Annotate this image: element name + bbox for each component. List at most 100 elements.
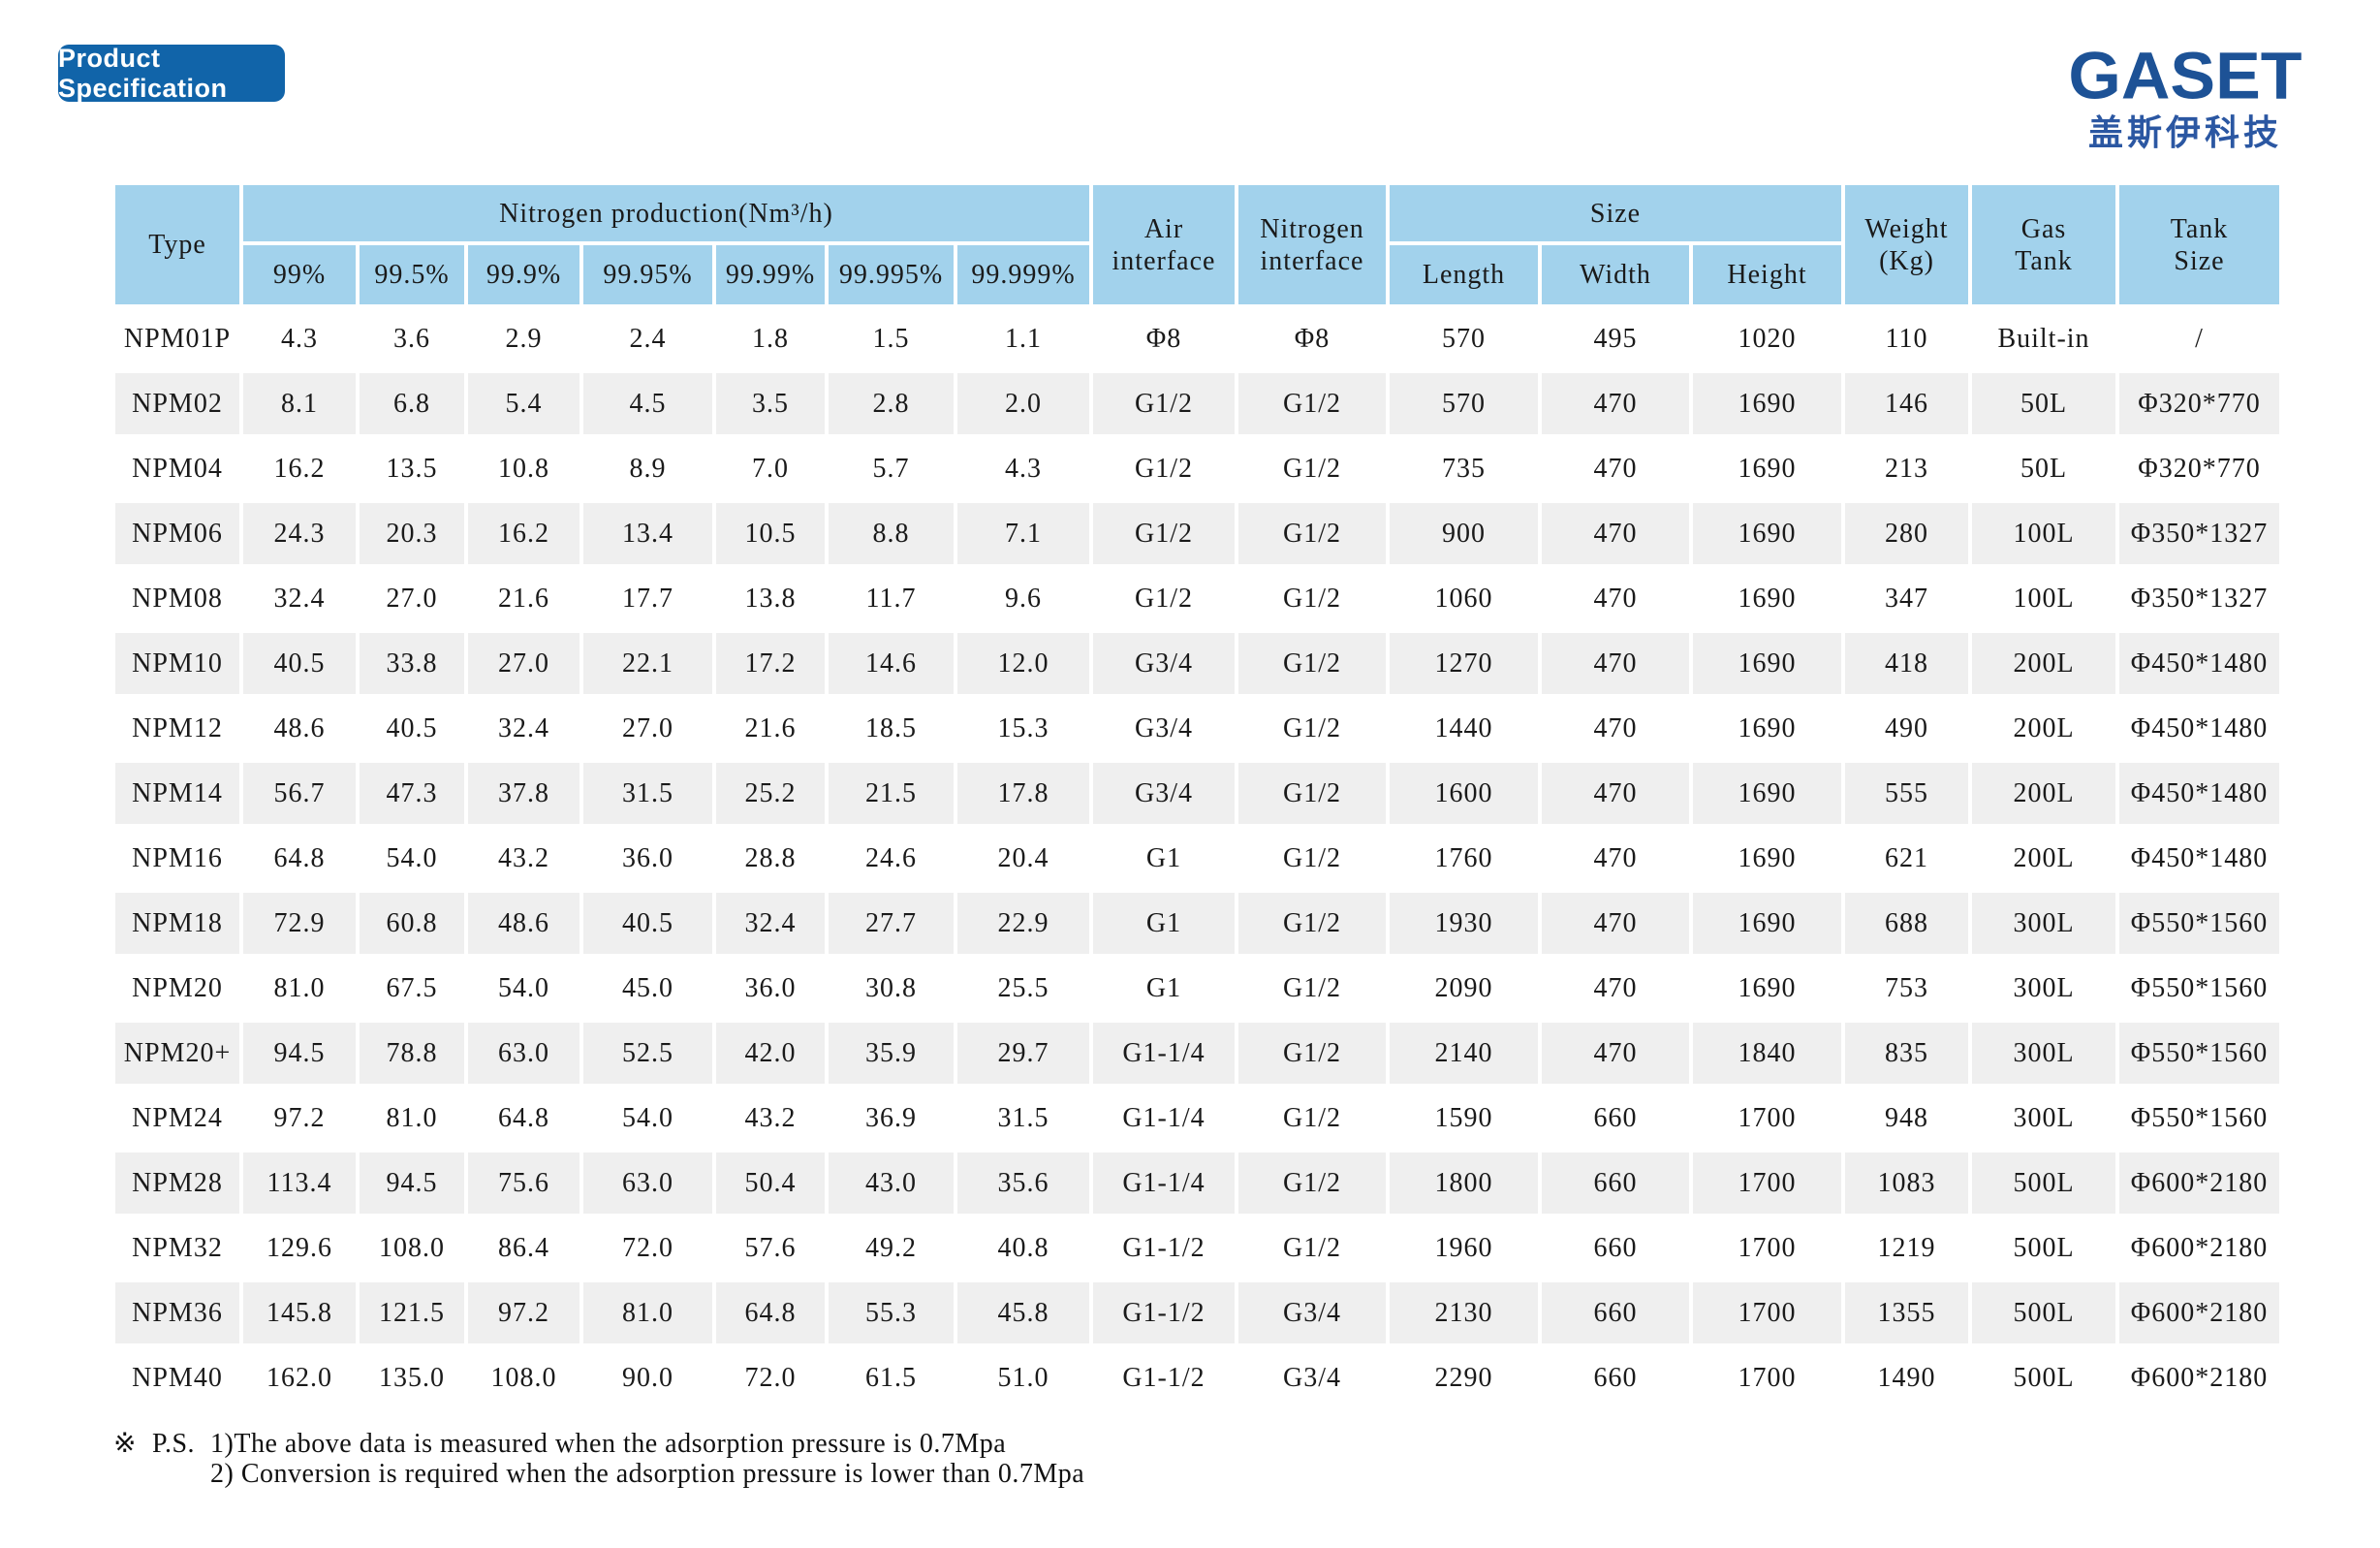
table-row: NPM28 113.4 94.5 75.6 63.0 50.4 43.0 35.6 G1-1/4… [115, 1153, 2279, 1214]
header-size-height: Height [1693, 245, 1841, 304]
cell-production-1: 54.0 [360, 828, 464, 889]
cell-production-3: 52.5 [583, 1023, 712, 1084]
cell-height: 1690 [1693, 893, 1841, 954]
cell-production-4: 42.0 [716, 1023, 825, 1084]
cell-production-2: 43.2 [468, 828, 579, 889]
cell-weight: 110 [1845, 308, 1968, 369]
cell-production-5: 11.7 [829, 568, 954, 629]
cell-tank-size: Φ550*1560 [2119, 958, 2279, 1019]
cell-type: NPM18 [115, 893, 239, 954]
cell-type: NPM02 [115, 373, 239, 434]
footnote-line-1: 1)The above data is measured when the ad… [210, 1429, 1007, 1459]
cell-production-6: 40.8 [957, 1217, 1089, 1279]
cell-height: 1700 [1693, 1153, 1841, 1214]
cell-production-4: 43.2 [716, 1088, 825, 1149]
cell-width: 470 [1542, 763, 1689, 824]
cell-production-6: 17.8 [957, 763, 1089, 824]
cell-air-interface: G1-1/2 [1093, 1217, 1235, 1279]
cell-gas-tank: 100L [1972, 503, 2115, 564]
cell-production-6: 9.6 [957, 568, 1089, 629]
cell-length: 1800 [1390, 1153, 1538, 1214]
cell-production-0: 16.2 [243, 438, 356, 499]
cell-width: 470 [1542, 568, 1689, 629]
cell-type: NPM24 [115, 1088, 239, 1149]
cell-width: 470 [1542, 503, 1689, 564]
cell-production-4: 28.8 [716, 828, 825, 889]
cell-production-1: 20.3 [360, 503, 464, 564]
cell-type: NPM36 [115, 1282, 239, 1343]
cell-tank-size: Φ320*770 [2119, 373, 2279, 434]
cell-weight: 280 [1845, 503, 1968, 564]
cell-production-1: 47.3 [360, 763, 464, 824]
header-nitrogen-interface: Nitrogen interface [1238, 185, 1386, 304]
cell-gas-tank: 500L [1972, 1282, 2115, 1343]
cell-nitrogen-interface: G1/2 [1238, 1023, 1386, 1084]
cell-height: 1020 [1693, 308, 1841, 369]
cell-production-3: 8.9 [583, 438, 712, 499]
cell-gas-tank: 300L [1972, 1088, 2115, 1149]
cell-production-5: 61.5 [829, 1347, 954, 1408]
cell-type: NPM10 [115, 633, 239, 694]
cell-tank-size: Φ550*1560 [2119, 1088, 2279, 1149]
cell-tank-size: Φ550*1560 [2119, 893, 2279, 954]
cell-type: NPM08 [115, 568, 239, 629]
cell-weight: 213 [1845, 438, 1968, 499]
cell-width: 470 [1542, 438, 1689, 499]
cell-nitrogen-interface: G1/2 [1238, 438, 1386, 499]
cell-production-0: 72.9 [243, 893, 356, 954]
cell-production-5: 24.6 [829, 828, 954, 889]
cell-production-4: 3.5 [716, 373, 825, 434]
cell-gas-tank: 300L [1972, 958, 2115, 1019]
table-row: NPM16 64.8 54.0 43.2 36.0 28.8 24.6 20.4 G1 G1/2 1… [115, 828, 2279, 889]
cell-nitrogen-interface: G3/4 [1238, 1282, 1386, 1343]
cell-width: 470 [1542, 698, 1689, 759]
table-row: NPM08 32.4 27.0 21.6 17.7 13.8 11.7 9.6 G1/2 G1/2… [115, 568, 2279, 629]
table-row: NPM40 162.0 135.0 108.0 90.0 72.0 61.5 51.0 G1-1… [115, 1347, 2279, 1408]
header-purity-2: 99.9% [468, 245, 579, 304]
cell-production-0: 40.5 [243, 633, 356, 694]
cell-tank-size: Φ450*1480 [2119, 828, 2279, 889]
cell-production-0: 56.7 [243, 763, 356, 824]
cell-production-1: 67.5 [360, 958, 464, 1019]
cell-production-1: 27.0 [360, 568, 464, 629]
cell-production-4: 64.8 [716, 1282, 825, 1343]
cell-production-5: 2.8 [829, 373, 954, 434]
header-purity-3: 99.95% [583, 245, 712, 304]
cell-tank-size: Φ450*1480 [2119, 763, 2279, 824]
cell-weight: 490 [1845, 698, 1968, 759]
cell-production-0: 162.0 [243, 1347, 356, 1408]
cell-production-1: 81.0 [360, 1088, 464, 1149]
cell-production-6: 12.0 [957, 633, 1089, 694]
cell-air-interface: G1/2 [1093, 568, 1235, 629]
cell-air-interface: G3/4 [1093, 698, 1235, 759]
cell-width: 470 [1542, 958, 1689, 1019]
footnote-line-2: 2) Conversion is required when the adsor… [210, 1459, 1085, 1489]
cell-production-5: 43.0 [829, 1153, 954, 1214]
cell-gas-tank: 300L [1972, 893, 2115, 954]
table-row: NPM06 24.3 20.3 16.2 13.4 10.5 8.8 7.1 G1/2 G1/2 9… [115, 503, 2279, 564]
cell-height: 1690 [1693, 828, 1841, 889]
cell-tank-size: Φ320*770 [2119, 438, 2279, 499]
cell-production-6: 20.4 [957, 828, 1089, 889]
cell-height: 1690 [1693, 633, 1841, 694]
cell-production-3: 13.4 [583, 503, 712, 564]
cell-production-4: 36.0 [716, 958, 825, 1019]
cell-production-2: 21.6 [468, 568, 579, 629]
cell-width: 660 [1542, 1153, 1689, 1214]
cell-production-0: 4.3 [243, 308, 356, 369]
cell-production-5: 30.8 [829, 958, 954, 1019]
cell-weight: 1490 [1845, 1347, 1968, 1408]
cell-production-0: 64.8 [243, 828, 356, 889]
cell-production-1: 78.8 [360, 1023, 464, 1084]
cell-nitrogen-interface: G1/2 [1238, 698, 1386, 759]
cell-gas-tank: 200L [1972, 763, 2115, 824]
cell-gas-tank: 50L [1972, 438, 2115, 499]
cell-production-6: 22.9 [957, 893, 1089, 954]
cell-production-1: 108.0 [360, 1217, 464, 1279]
spec-table: Type Nitrogen production(Nm³/h) Air interfa… [111, 181, 2283, 1412]
cell-air-interface: G1-1/2 [1093, 1347, 1235, 1408]
cell-weight: 555 [1845, 763, 1968, 824]
cell-gas-tank: 300L [1972, 1023, 2115, 1084]
cell-length: 1930 [1390, 893, 1538, 954]
table-row: NPM04 16.2 13.5 10.8 8.9 7.0 5.7 4.3 G1/2 G1/2 735… [115, 438, 2279, 499]
